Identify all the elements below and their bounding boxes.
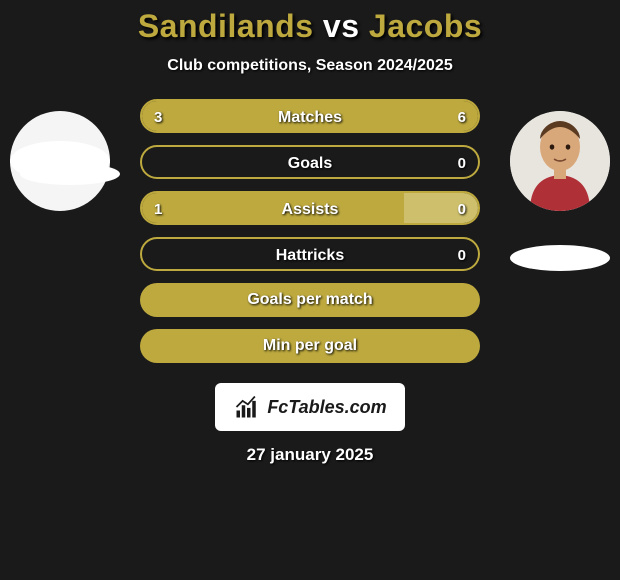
fctables-logo[interactable]: FcTables.com [215, 383, 405, 431]
stat-row: Matches3 6 [140, 99, 480, 133]
stat-value-right: 0 [458, 193, 466, 225]
title-right: Jacobs [369, 8, 482, 44]
player-left-avatar [10, 111, 110, 211]
stat-row: Min per goal [140, 329, 480, 363]
title-left: Sandilands [138, 8, 314, 44]
title-vs: vs [323, 8, 360, 44]
stat-value-right: 6 [458, 101, 466, 133]
stat-value-right: 0 [458, 239, 466, 271]
stat-label: Min per goal [140, 329, 480, 363]
stat-label: Hattricks [142, 239, 478, 271]
stat-row: Hattricks0 [140, 237, 480, 271]
stat-label: Matches [142, 101, 478, 133]
stat-row: Goals per match [140, 283, 480, 317]
player-left-badge [20, 163, 120, 185]
stat-value-right: 0 [458, 147, 466, 179]
stat-value-left: 3 [154, 101, 162, 133]
player-right-avatar [510, 111, 610, 211]
stat-label: Goals [142, 147, 478, 179]
stat-value-left: 1 [154, 193, 162, 225]
logo-text: FcTables.com [267, 397, 386, 418]
stat-row: Goals0 [140, 145, 480, 179]
stats-area: Matches36Goals0Assists10Hattricks0Goals … [0, 99, 620, 465]
comparison-title: Sandilands vs Jacobs [138, 8, 482, 45]
stat-row: Assists1 0 [140, 191, 480, 225]
date-label: 27 january 2025 [247, 445, 374, 465]
stat-label: Goals per match [140, 283, 480, 317]
player-right-badge [510, 245, 610, 271]
chart-icon [233, 393, 261, 421]
subtitle: Club competitions, Season 2024/2025 [167, 57, 452, 75]
stat-label: Assists [142, 193, 478, 225]
